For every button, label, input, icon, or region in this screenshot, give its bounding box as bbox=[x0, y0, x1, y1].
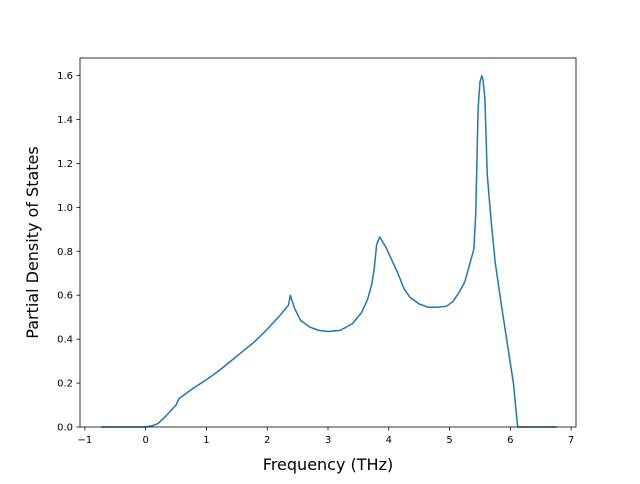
x-axis-label: Frequency (THz) bbox=[263, 455, 393, 474]
ticks-layer: −1 0 1 2 3 4 5 6 7 0.0 0.2 0.4 0.6 0.8 1.0 1.2 1.4 1.6 bbox=[57, 71, 574, 446]
y-tick-label: 1.4 bbox=[57, 115, 73, 126]
x-tick-label: 6 bbox=[507, 435, 513, 446]
y-tick-label: 0.8 bbox=[57, 247, 73, 258]
x-tick-label: 5 bbox=[446, 435, 452, 446]
y-tick-label: 1.6 bbox=[57, 71, 73, 82]
x-tick-label: 7 bbox=[568, 435, 574, 446]
y-tick-label: 1.0 bbox=[57, 203, 73, 214]
x-tick-label: −1 bbox=[77, 435, 92, 446]
x-tick-label: 2 bbox=[264, 435, 270, 446]
y-tick-label: 1.2 bbox=[57, 159, 73, 170]
y-axis-label: Partial Density of States bbox=[23, 146, 42, 338]
x-tick-label: 0 bbox=[142, 435, 148, 446]
y-tick-label: 0.0 bbox=[57, 423, 73, 434]
y-tick-label: 0.2 bbox=[57, 379, 73, 390]
y-tick-label: 0.6 bbox=[57, 291, 73, 302]
x-tick-label: 3 bbox=[325, 435, 331, 446]
x-tick-label: 4 bbox=[386, 435, 392, 446]
y-tick-label: 0.4 bbox=[57, 335, 73, 346]
pdos-series-line bbox=[101, 74, 557, 428]
axes-frame bbox=[79, 57, 577, 428]
x-tick-label: 1 bbox=[203, 435, 209, 446]
